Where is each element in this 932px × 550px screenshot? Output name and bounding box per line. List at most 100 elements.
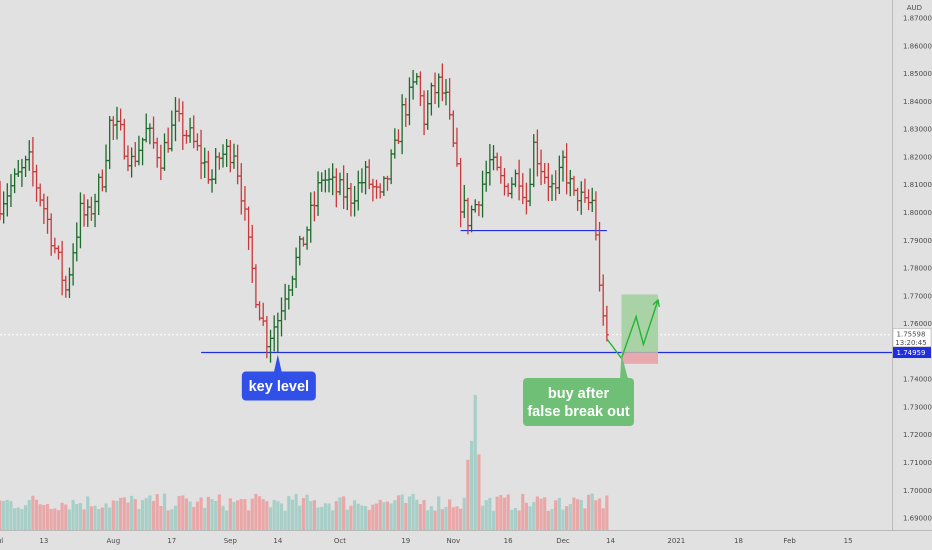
ohlc-bar [283, 283, 288, 321]
ohlc-bar [12, 168, 17, 194]
x-tick-label: 19 [401, 537, 410, 545]
volume-bar [521, 493, 525, 530]
ohlc-bar [129, 147, 134, 178]
ohlc-bar [520, 173, 525, 205]
volume-bar [42, 505, 46, 530]
volume-bar [312, 500, 316, 530]
ohlc-bar [221, 144, 225, 168]
volume-bar [177, 496, 181, 530]
volume-bar [415, 499, 419, 530]
volume-bar [257, 496, 262, 530]
ohlc-bar [498, 156, 503, 184]
volume-bar [294, 493, 298, 530]
volume-bar [188, 501, 192, 530]
ohlc-bar [330, 163, 335, 196]
current-price-badge [892, 328, 932, 348]
stop-loss-zone [621, 352, 659, 364]
ohlc-bar [444, 79, 448, 106]
y-tick-label: 1.87000 [903, 15, 932, 23]
ohlc-bar [242, 186, 247, 221]
x-tick-label: Sep [224, 537, 238, 545]
volume-bar [517, 510, 521, 530]
ohlc-bar [370, 178, 375, 202]
volume-bar [184, 498, 189, 530]
ohlc-bar [206, 150, 211, 184]
ohlc-bar [162, 133, 167, 171]
ohlc-bar [396, 129, 401, 144]
volume-bar [396, 495, 401, 530]
ohlc-bar [253, 264, 258, 308]
ohlc-bar [374, 179, 379, 199]
y-tick-label: 1.70000 [903, 487, 932, 495]
ohlc-bar [422, 90, 427, 136]
volume-bar [389, 503, 393, 530]
ohlc-bar [458, 157, 463, 228]
ohlc-bar [93, 193, 98, 228]
ohlc-bar [264, 315, 269, 359]
ohlc-bar [279, 297, 284, 337]
ohlc-bar [114, 106, 119, 140]
ohlc-bar [188, 117, 193, 143]
ohlc-bar [5, 183, 10, 217]
price-axis-panel[interactable] [892, 0, 932, 550]
volume-bar [502, 497, 507, 530]
volume-bar [601, 508, 605, 530]
volume-bar [338, 497, 342, 530]
ohlc-bar [147, 123, 152, 145]
ohlc-bar [294, 247, 299, 288]
volume-bar [283, 510, 287, 530]
ohlc-bar [451, 110, 456, 148]
volume-bar [38, 504, 42, 530]
volume-bar [367, 509, 371, 530]
volume-bar [594, 500, 598, 530]
volume-bar [236, 500, 240, 530]
ohlc-bar [224, 139, 229, 167]
volume-bar [510, 509, 514, 530]
ohlc-bar [447, 78, 452, 120]
volume-bar [579, 500, 583, 530]
ohlc-bar [286, 284, 291, 310]
volume-bar [459, 508, 463, 530]
ohlc-bar [564, 143, 569, 195]
volume-bar [586, 494, 591, 530]
projection-arrow-head [652, 298, 660, 308]
volume-bar [126, 502, 130, 530]
ohlc-bar [8, 174, 13, 207]
ohlc-bar [16, 159, 21, 177]
volume-bar [345, 509, 349, 530]
ohlc-bar [367, 159, 372, 190]
volume-bar [108, 507, 112, 530]
volume-bar [232, 502, 236, 530]
volume-bar [426, 510, 430, 530]
volume-bar [31, 495, 35, 530]
ohlc-bar [30, 137, 35, 187]
volume-bar [5, 499, 9, 530]
volume-bar [320, 506, 324, 530]
ohlc-bar [433, 72, 438, 104]
ohlc-bar [312, 191, 317, 222]
ohlc-bar [301, 236, 306, 247]
volume-bar [122, 497, 126, 530]
ohlc-bar [82, 194, 87, 227]
volume-bar [13, 508, 17, 530]
volume-bar [477, 454, 481, 530]
ohlc-bar [506, 183, 511, 197]
volume-bar [363, 506, 368, 530]
volume-bar [554, 500, 558, 530]
volume-bar [9, 501, 13, 530]
ohlc-bar [272, 315, 277, 352]
ohlc-bar [202, 147, 207, 179]
ohlc-bar [473, 199, 478, 213]
volume-bar [49, 508, 53, 530]
volume-bar [155, 494, 159, 530]
volume-bar [473, 395, 477, 530]
ohlc-bar [122, 118, 127, 160]
volume-bar [305, 494, 309, 530]
volume-bar [342, 496, 346, 530]
ohlc-bar [487, 144, 492, 186]
ohlc-bar [359, 168, 364, 193]
ohlc-bar [107, 116, 112, 170]
ohlc-bar [454, 127, 459, 167]
